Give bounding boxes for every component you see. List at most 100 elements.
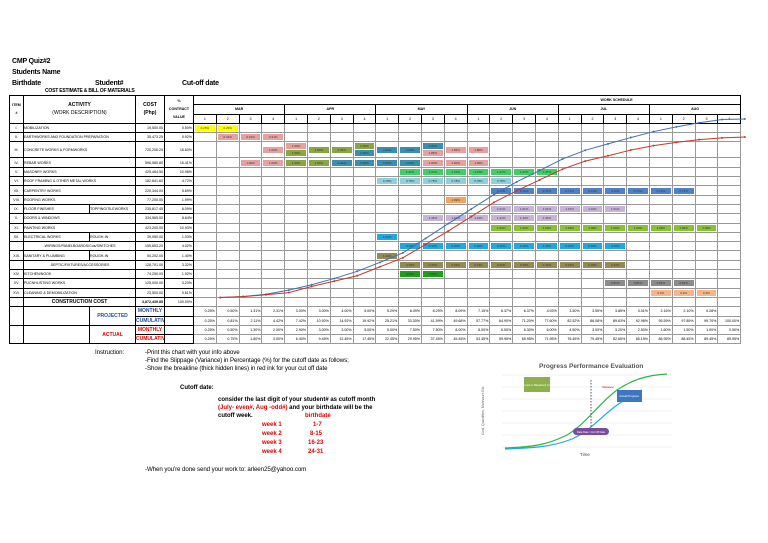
activity-name: EARTHWORKS AND FOUNDATION PREPARATION — [22, 132, 137, 143]
activity-pct: 4.72% — [164, 176, 195, 187]
activity-pct: 18.60% — [164, 141, 195, 159]
schedule-cell — [557, 287, 582, 298]
schedule-cell — [443, 278, 468, 289]
schedule-cell — [717, 213, 742, 224]
week-2-label: week 2 — [262, 431, 282, 437]
schedule-cell — [580, 194, 605, 205]
schedule-cell — [671, 203, 696, 215]
summary-value: 1.60% — [648, 324, 673, 336]
item-number: XV. — [9, 278, 24, 289]
schedule-cell — [534, 231, 559, 243]
schedule-cell — [557, 122, 582, 134]
activity-name: ELECTRICAL WORKS — [23, 231, 90, 243]
item-number: VI. — [9, 176, 24, 187]
schedule-cell — [284, 185, 308, 196]
schedule-cell — [215, 222, 240, 233]
schedule-cell — [580, 231, 605, 243]
schedule-cell — [375, 269, 400, 280]
summary-value: 76.45% — [557, 334, 582, 345]
summary-value: 6.40% — [284, 334, 308, 345]
activity-name: ROOFING WORKS — [22, 194, 137, 205]
activity-row: IV. REBAR WORKS 596,580.80 15.41% 1.00% 1.00%… — [9, 157, 742, 168]
activity-sub: TOPPING/TILEWORKS — [88, 203, 137, 215]
schedule-cell — [193, 166, 217, 178]
summary-value: 89.95% — [717, 334, 742, 345]
schedule-cell — [375, 122, 400, 134]
schedule-cell: 1.01% — [580, 203, 605, 215]
schedule-cell — [215, 287, 240, 298]
schedule-bar: 0.96% — [422, 271, 443, 278]
activity-row: II. EARTHWORKS AND FOUNDATION PREPARATION… — [9, 132, 742, 143]
schedule-cell — [512, 157, 536, 168]
summary-value: 7.50% — [398, 324, 422, 336]
schedule-cell — [489, 278, 514, 289]
schedule-cell — [215, 250, 240, 261]
schedule-cell — [398, 231, 422, 243]
schedule-cell — [215, 241, 240, 252]
schedule-cell — [398, 250, 422, 261]
schedule-cell — [193, 141, 217, 159]
schedule-cell — [215, 259, 240, 271]
schedule-cell — [603, 141, 628, 159]
schedule-cell: 0.71% — [671, 185, 696, 196]
schedule-cell — [193, 231, 217, 243]
schedule-cell — [420, 132, 445, 143]
schedule-bar: 0.96% — [400, 271, 420, 278]
schedule-bar: 0.71% — [673, 187, 694, 194]
schedule-cell — [398, 287, 422, 298]
week-header: 2 — [671, 113, 696, 124]
activity-name: KITCHEN/NOOK — [22, 269, 137, 280]
schedule-bar: 0.71% — [605, 187, 626, 194]
schedule-cell: 0.71% — [648, 185, 673, 196]
schedule-bar: 0.33% — [536, 261, 557, 268]
schedule-cell: 1.37% — [489, 166, 514, 178]
schedule-cell — [261, 194, 286, 205]
activity-sub: ROUGH-IN — [88, 231, 137, 243]
schedule-bar: 1.01% — [514, 206, 534, 213]
schedule-cell: 1.09% — [626, 222, 650, 233]
summary-value: 5.00% — [352, 324, 377, 336]
schedule-cell — [307, 287, 331, 298]
item-number: VII. — [9, 185, 24, 196]
schedule-cell — [375, 213, 400, 224]
schedule-bar: 2.00% — [400, 146, 420, 153]
schedule-cell — [489, 231, 514, 243]
schedule-cell — [603, 132, 628, 143]
summary-value: 7.42% — [284, 315, 308, 326]
schedule-bar: 1.09% — [650, 224, 671, 231]
schedule-cell — [329, 213, 354, 224]
schedule-cell — [694, 122, 719, 134]
schedule-cell — [329, 176, 354, 187]
planned-label-box — [524, 377, 550, 392]
schedule-cell — [307, 132, 331, 143]
actual-cumulative-row: CUMULATIVE 0.25%0.75%1.80%3.00%6.40%9.45%… — [10, 334, 742, 345]
item-number: I. — [9, 122, 24, 134]
schedule-cell — [603, 166, 628, 178]
schedule-cell — [307, 241, 331, 252]
week-4-range: 24-31 — [308, 449, 324, 455]
schedule-cell: 1.09% — [512, 222, 536, 233]
schedule-bar: 0.71% — [628, 187, 648, 194]
schedule-cell — [648, 176, 673, 187]
schedule-bar: 0.71% — [514, 187, 534, 194]
schedule-cell — [534, 122, 559, 134]
summary-value: 3.20% — [603, 324, 628, 336]
schedule-bar: 0.40% — [514, 243, 534, 250]
activity-name: MOBILIZATION — [22, 122, 137, 134]
projected-label: PROJECTED — [88, 306, 137, 326]
schedule-cell — [284, 132, 308, 143]
schedule-cell — [626, 122, 650, 134]
summary-value: 41.59% — [420, 315, 445, 326]
schedule-cell — [375, 132, 400, 143]
schedule-cell: 0.31% — [261, 132, 286, 143]
schedule-cell: 0.33% — [398, 259, 422, 271]
summary-value: 0.81% — [215, 315, 240, 326]
summary-value: 4.42% — [261, 315, 286, 326]
actual-label: ACTUAL — [88, 324, 137, 345]
summary-value: 5.29% — [375, 306, 400, 317]
schedule-cell — [443, 185, 468, 196]
schedule-cell: 0.96% — [420, 269, 445, 280]
schedule-cell — [603, 231, 628, 243]
activity-header: ACTIVITY (WORK DESCRIPTION) — [22, 95, 137, 124]
schedule-cell — [398, 213, 422, 224]
